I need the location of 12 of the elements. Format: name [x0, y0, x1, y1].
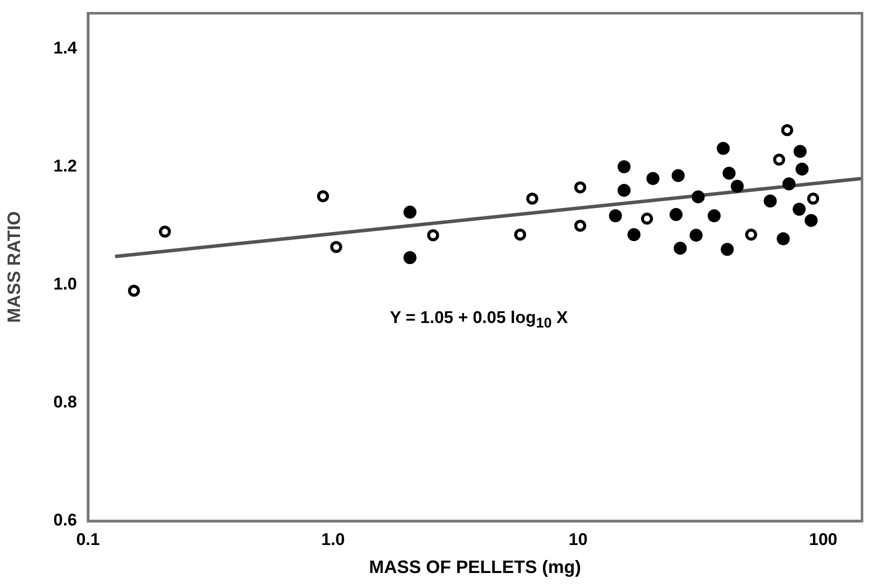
- x-axis-title: MASS OF PELLETS (mg): [368, 557, 582, 578]
- x-tick-label: 1.0: [321, 530, 345, 549]
- x-tick-label: 10: [568, 530, 588, 549]
- y-tick-label: 0.8: [53, 392, 77, 412]
- x-tick-label: 100: [809, 530, 838, 549]
- y-tick-label: 1.2: [53, 156, 77, 176]
- y-tick-label: 1.4: [53, 38, 78, 58]
- y-axis-title: MASS RATIO: [4, 211, 24, 323]
- annotation: Y = 1.05 + 0.05 log$_{10}$ X: [390, 308, 568, 332]
- y-tick-label: 1.0: [53, 274, 77, 294]
- y-tick-label: 0.6: [53, 510, 77, 530]
- x-tick-label: 0.1: [76, 530, 100, 549]
